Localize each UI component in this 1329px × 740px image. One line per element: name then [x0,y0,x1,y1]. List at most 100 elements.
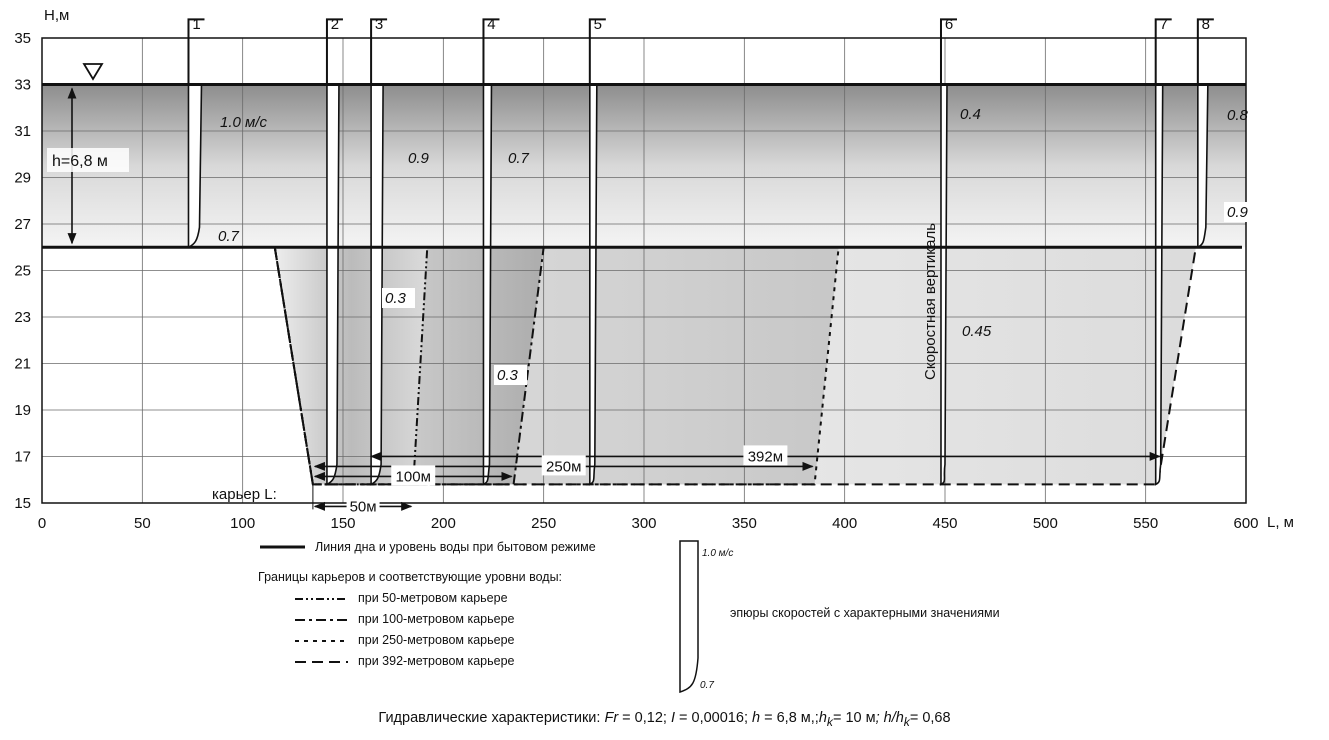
vertical-staff-3 [370,18,388,85]
vertical-number-6: 6 [945,16,953,33]
y-tick-label: 21 [14,356,31,373]
vertical-number-3: 3 [375,16,383,33]
speed-vertical-label: Скоростная вертикаль [922,223,939,380]
footer-fr-val: = 0,12; [618,710,671,726]
velocity-label: 0.45 [962,323,992,340]
velocity-label: 0.7 [218,228,240,245]
x-tick-label: 0 [38,515,46,532]
pit-length-label-bg [346,495,380,516]
pit-length-label: 100м [396,468,431,485]
vertical-staff-5 [588,18,606,85]
legend-p250: при 250-метровом карьере [358,633,515,647]
velocity-epure-4 [482,83,493,486]
velocity-label: 0.9 [408,150,430,167]
x-tick-label: 50 [134,515,151,532]
velocity-epure-7 [1154,83,1164,486]
footer-ratio-val: = 0,68 [909,710,951,726]
x-tick-label: 450 [932,515,957,532]
velocity-label: 0.7 [508,150,530,167]
velocity-label: 1.0 м/с [220,114,267,131]
legend-swatches [260,540,699,694]
pit-length-label: 250м [546,458,581,475]
y-tick-label: 19 [14,402,31,419]
velocity-epure-6 [940,83,948,486]
velocity-label: 0.8 [1227,107,1249,124]
velocity-label: 0.9 [1227,204,1249,221]
vertical-staff-6 [939,18,957,85]
velocity-epure-5 [589,83,598,486]
legend-p50: при 50-метровом карьере [358,591,508,605]
velocity-epure-8 [1197,83,1209,249]
legend-epure-top: 1.0 м/с [702,548,734,559]
pit-label: карьер L: [212,486,277,503]
pit-length-label-bg [743,445,788,466]
vertical-staff-7 [1154,18,1172,85]
velocity-label-bg [494,365,527,385]
footer-prefix: Гидравлические характеристики: [378,710,605,726]
pit-length-label-bg [391,465,436,486]
x-axis-label: L, м [1267,514,1294,531]
y-tick-label: 35 [14,30,31,47]
y-tick-label: 27 [14,216,31,233]
vertical-staff-8 [1196,18,1214,85]
y-axis-label: Н,м [44,7,69,24]
x-tick-label: 400 [832,515,857,532]
legend-epure-bottom: 0.7 [700,680,714,691]
footer-fr: Fr [604,710,619,726]
velocity-epure-3 [370,83,384,486]
chart-area: 1 2 3 4 5 6 7 80 50 100 150 200 250 300 350 400 450 500 55… [14,7,1294,532]
velocity-label-bg [1224,202,1257,222]
x-tick-label: 600 [1233,515,1258,532]
velocity-label: 0.3 [385,290,407,307]
velocity-label: 0.3 [497,367,519,384]
depth-label-bg [47,148,129,172]
footer-h-val: = 6,8 м,; [760,710,819,726]
legend-bottom-line: Линия дна и уровень воды при бытовом реж… [315,540,596,554]
legend-epure-text: эпюры скоростей с характерными значениям… [730,606,1000,620]
vertical-number-7: 7 [1160,16,1168,33]
vertical-number-1: 1 [192,16,200,33]
depth-label: h=6,8 м [52,153,108,170]
y-tick-label: 23 [14,309,31,326]
water-level-triangle-icon [82,63,104,81]
vertical-staff-1 [187,18,205,85]
legend: Линия дна и уровень воды при бытовом реж… [240,538,1320,703]
hydraulic-characteristics: Гидравлические характеристики: Fr = 0,12… [0,710,1329,729]
velocity-label: 0.4 [960,106,981,123]
velocity-epure-2 [326,83,340,486]
legend-p100: при 100-метровом карьере [358,612,515,626]
vertical-staff-4 [482,18,500,85]
vertical-number-8: 8 [1202,16,1210,33]
y-tick-label: 31 [14,123,31,140]
pit-outline-3 [273,247,1197,486]
x-tick-label: 100 [230,515,255,532]
y-tick-label: 25 [14,263,31,280]
pit-fill-0 [274,247,428,485]
y-tick-label: 29 [14,170,31,187]
y-tick-label: 17 [14,449,31,466]
pit-length-label: 50м [350,498,377,515]
x-tick-label: 550 [1133,515,1158,532]
footer-hk-val: = 10 м [832,710,876,726]
y-tick-label: 33 [14,77,31,94]
velocity-label-bg [382,288,415,308]
x-tick-label: 150 [330,515,355,532]
footer-ratio-sub: k [903,714,910,729]
x-tick-label: 350 [732,515,757,532]
footer-hk: h [818,710,827,726]
x-tick-label: 200 [431,515,456,532]
legend-epure-icon [679,540,699,694]
footer-ratio: ; h/h [875,710,904,726]
y-tick-label: 15 [14,495,31,512]
legend-pits-header: Границы карьеров и соответствующие уровн… [258,570,563,584]
velocity-epure-1 [187,83,203,249]
pit-length-label: 392м [748,448,783,465]
pit-length-label-bg [541,455,586,476]
footer-hk-sub: k [826,714,833,729]
footer-i: I [670,710,675,726]
vertical-number-2: 2 [331,16,339,33]
vertical-number-5: 5 [594,16,602,33]
footer-h: h [752,710,761,726]
plot-frame [41,37,1247,504]
vertical-number-4: 4 [487,16,495,33]
